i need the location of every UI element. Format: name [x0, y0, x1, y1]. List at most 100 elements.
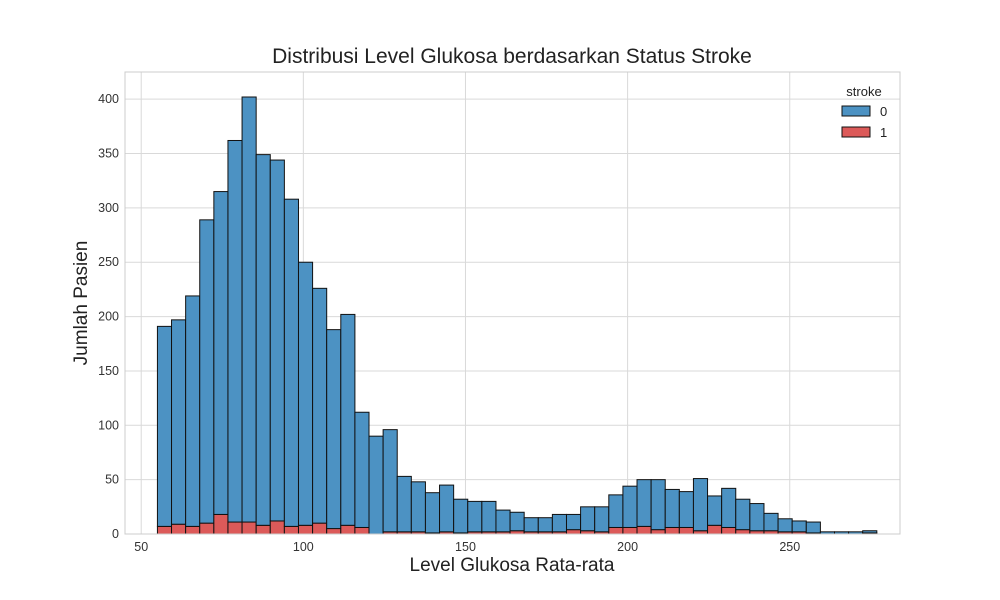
- bar-stroke-0: [707, 495, 723, 526]
- bar-stroke-1: [650, 529, 666, 535]
- bar-stroke-1: [213, 513, 229, 535]
- bar-stroke-0: [326, 329, 342, 530]
- legend-swatch-1: [841, 126, 871, 138]
- bar-stroke-0: [467, 500, 483, 533]
- y-tick-label: 200: [98, 310, 119, 324]
- y-axis-title: Jumlah Pasien: [71, 241, 92, 366]
- bar-stroke-0: [594, 506, 610, 533]
- bar-stroke-0: [749, 503, 765, 532]
- bar-stroke-0: [255, 154, 271, 526]
- bar-stroke-0: [382, 429, 398, 533]
- bar-stroke-0: [269, 159, 285, 522]
- bar-stroke-0: [791, 520, 807, 533]
- bar-stroke-0: [241, 96, 257, 523]
- x-tick-label: 250: [779, 540, 800, 554]
- chart-title: Distribusi Level Glukosa berdasarkan Sta…: [272, 45, 752, 68]
- bar-stroke-1: [227, 521, 243, 535]
- x-tick-label: 150: [455, 540, 476, 554]
- y-tick-label: 250: [98, 255, 119, 269]
- bar-stroke-0: [410, 481, 426, 533]
- bar-stroke-0: [523, 517, 539, 533]
- bar-stroke-1: [185, 525, 201, 535]
- bar-stroke-0: [551, 513, 567, 533]
- bar-stroke-1: [255, 524, 271, 535]
- bar-stroke-0: [678, 491, 694, 528]
- bar-stroke-0: [396, 475, 412, 533]
- bar-stroke-1: [326, 528, 342, 535]
- bar-stroke-0: [721, 487, 737, 528]
- bar-stroke-0: [664, 488, 680, 528]
- bar-stroke-0: [340, 313, 356, 526]
- bar-stroke-0: [283, 198, 299, 527]
- bar-stroke-0: [622, 485, 638, 528]
- y-tick-label: 100: [98, 418, 119, 432]
- bar-stroke-0: [692, 478, 709, 532]
- bar-stroke-0: [805, 521, 821, 534]
- bar-stroke-1: [636, 525, 652, 535]
- bar-stroke-0: [199, 219, 215, 524]
- bar-stroke-1: [340, 524, 356, 535]
- legend-title: stroke: [846, 84, 881, 99]
- bar-stroke-1: [608, 526, 624, 535]
- x-tick-label: 200: [617, 540, 638, 554]
- bar-stroke-1: [565, 529, 582, 535]
- bar-stroke-0: [608, 494, 624, 528]
- plot-frame: [124, 71, 901, 535]
- bar-stroke-0: [481, 500, 497, 533]
- y-tick-label: 350: [98, 147, 119, 161]
- bar-stroke-1: [354, 526, 370, 535]
- bar-stroke-0: [636, 479, 652, 527]
- bar-stroke-0: [495, 509, 511, 533]
- bar-stroke-1: [312, 522, 328, 535]
- legend-label-0: 0: [880, 104, 887, 119]
- x-tick-label: 100: [293, 540, 314, 554]
- bar-stroke-1: [283, 525, 299, 535]
- legend: stroke 0 1: [841, 84, 887, 140]
- legend-swatch-0: [841, 105, 871, 117]
- bar-stroke-0: [424, 492, 441, 534]
- bar-stroke-0: [156, 325, 173, 527]
- y-tick-label: 0: [112, 527, 119, 541]
- bar-stroke-0: [297, 261, 314, 526]
- bar-stroke-0: [227, 139, 243, 523]
- bar-stroke-1: [156, 525, 173, 535]
- bar-stroke-0: [453, 498, 469, 534]
- bar-stroke-0: [763, 512, 779, 532]
- bar-stroke-0: [537, 517, 553, 533]
- bar-stroke-1: [622, 526, 638, 535]
- axes: 0 50 100 150 200 250 300 350 400 50 100 150 200 250: [98, 71, 901, 554]
- bar-stroke-0: [171, 319, 187, 525]
- bar-stroke-0: [213, 191, 229, 515]
- bar-stroke-1: [199, 522, 215, 535]
- histogram-bars: [156, 96, 878, 535]
- bar-stroke-0: [862, 530, 878, 534]
- legend-label-1: 1: [880, 125, 887, 140]
- bar-stroke-1: [171, 523, 187, 535]
- bar-stroke-0: [565, 513, 582, 531]
- y-tick-label: 150: [98, 364, 119, 378]
- bar-stroke-1: [241, 521, 257, 535]
- bar-stroke-1: [707, 524, 723, 535]
- bar-stroke-0: [735, 498, 751, 531]
- bar-stroke-0: [185, 295, 201, 527]
- bar-stroke-0: [580, 506, 596, 532]
- bar-stroke-0: [439, 484, 455, 533]
- y-tick-label: 400: [98, 92, 119, 106]
- bar-stroke-1: [735, 529, 751, 535]
- bar-stroke-0: [777, 518, 793, 533]
- bar-stroke-0: [509, 511, 525, 532]
- bar-stroke-0: [368, 435, 384, 535]
- bar-stroke-1: [678, 526, 694, 535]
- bar-stroke-1: [664, 526, 680, 535]
- x-tick-label: 50: [134, 540, 148, 554]
- bar-stroke-1: [721, 526, 737, 535]
- y-tick-label: 300: [98, 201, 119, 215]
- x-axis-title: Level Glukosa Rata-rata: [410, 555, 615, 576]
- bar-stroke-1: [297, 524, 314, 535]
- y-tick-label: 50: [105, 473, 119, 487]
- bar-stroke-0: [312, 287, 328, 524]
- bar-stroke-1: [269, 520, 285, 535]
- bar-stroke-0: [354, 411, 370, 528]
